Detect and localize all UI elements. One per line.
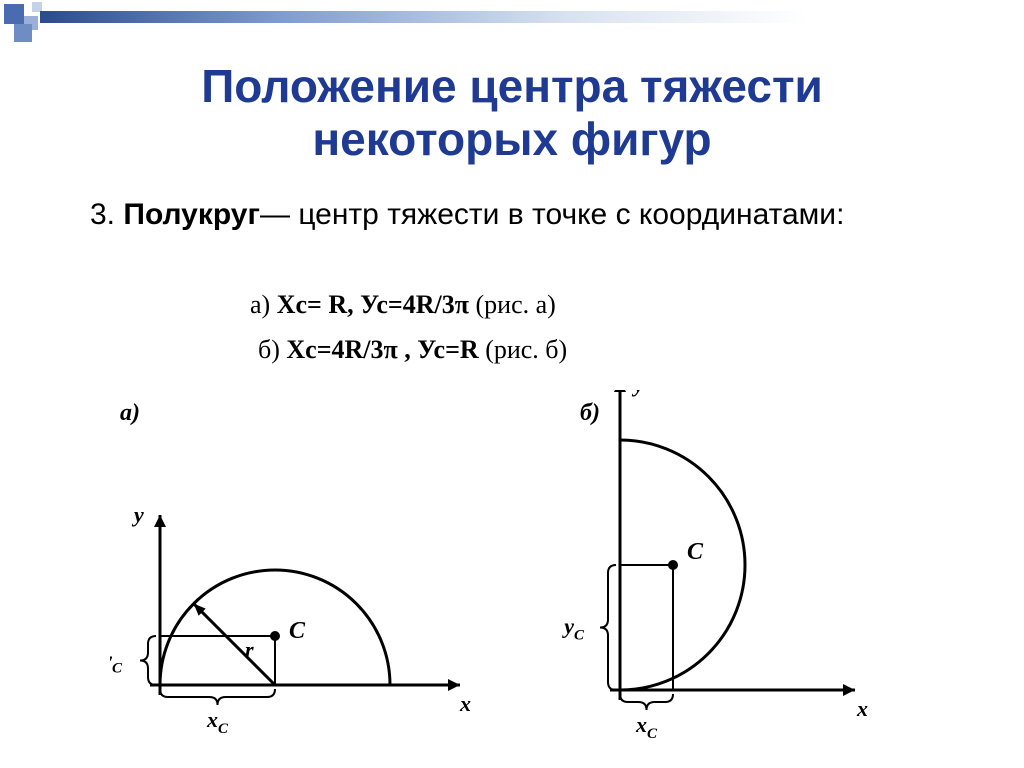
formula-a: а) Хс= R, Ус=4R/3π (рис. а): [250, 290, 556, 320]
slide-title: Положение центра тяжести некоторых фигур: [0, 60, 1024, 166]
svg-text:x: x: [459, 691, 471, 716]
diagrams-svg: а)xyrCxCyCб)xyCxCyC: [110, 390, 930, 740]
svg-text:а): а): [120, 400, 140, 426]
formula-a-body: Хс= R, Ус=4R/3π: [277, 290, 469, 319]
formula-b: б) Хс=4R/3π , Ус=R (рис. б): [258, 335, 567, 365]
title-line-2: некоторых фигур: [312, 113, 711, 165]
diagram-a: а) x y r CxC yC: [110, 400, 471, 737]
description: — центр тяжести в точке с координатами:: [260, 198, 844, 231]
formula-b-suffix: (рис. б): [479, 335, 568, 364]
formula-a-suffix: (рис. а): [469, 290, 556, 319]
formula-a-prefix: а): [250, 290, 277, 319]
item-number: 3.: [90, 198, 115, 231]
svg-text:б): б): [580, 400, 600, 426]
svg-text:xC: xC: [635, 712, 658, 740]
formula-b-prefix: б): [258, 335, 286, 364]
header-gradient-bar: [40, 11, 1000, 23]
shape-name: Полукруг: [123, 198, 260, 231]
svg-text:x: x: [856, 696, 868, 721]
svg-text:C: C: [687, 539, 704, 565]
svg-text:r: r: [245, 637, 254, 662]
formula-b-body: Хс=4R/3π , Ус=R: [286, 335, 478, 364]
svg-text:C: C: [289, 618, 306, 644]
body-text: 3. Полукруг— центр тяжести в точке с коо…: [90, 195, 950, 234]
svg-text:yC: yC: [561, 614, 585, 644]
svg-text:xC: xC: [206, 707, 229, 737]
svg-text:yC: yC: [110, 647, 123, 677]
svg-text:y: y: [131, 502, 144, 527]
diagram-b: б)xyCxCyC: [561, 390, 868, 740]
corner-decoration: [0, 0, 220, 50]
title-line-1: Положение центра тяжести: [201, 60, 823, 112]
svg-text:y: y: [631, 390, 644, 397]
